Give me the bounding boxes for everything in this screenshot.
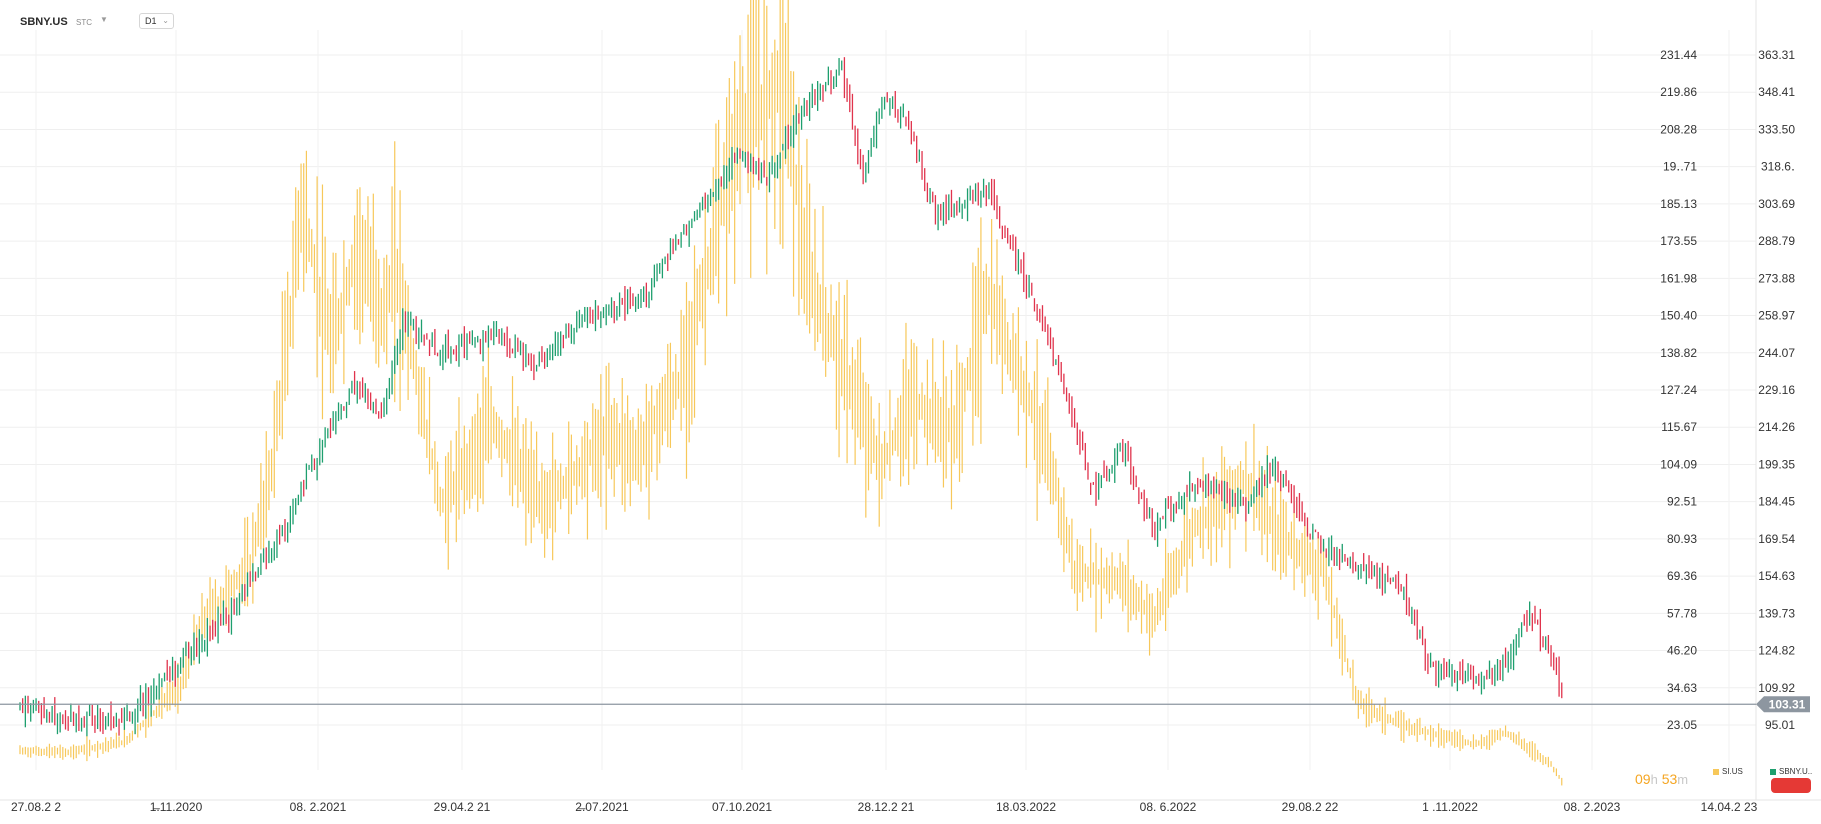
- y-tick-label-right: 95.01: [1765, 718, 1795, 732]
- legend-item-sbny[interactable]: SBNY.U..: [1770, 767, 1812, 776]
- x-tick-label: 28.12.2 21: [858, 800, 915, 814]
- timer-hours: 09: [1635, 771, 1651, 787]
- y-tick-label-right: 214.26: [1758, 420, 1795, 434]
- x-tick-label: 07.10.2021: [712, 800, 772, 814]
- chevron-down-icon: ⌄: [162, 16, 169, 25]
- x-tick-label: 1 .11.2022: [1422, 800, 1478, 814]
- y-tick-label-left: 115.67: [1661, 420, 1697, 434]
- y-tick-label-right: 139.73: [1758, 606, 1795, 620]
- x-tick-label: 29.08.2 22: [1282, 800, 1339, 814]
- y-tick-label-right: 318.6․: [1761, 160, 1795, 174]
- x-tick-label: 2̶.07.2021: [575, 800, 629, 814]
- y-tick-label-left: 161.98: [1660, 271, 1697, 285]
- y-tick-label-right: 363.31: [1758, 48, 1795, 62]
- timeframe-value: D1: [145, 16, 157, 26]
- y-tick-label-left: 173.55: [1660, 234, 1697, 248]
- exchange-label: STC: [76, 18, 92, 27]
- y-tick-label-right: 244.07: [1758, 346, 1795, 360]
- y-tick-label-right: 303.69: [1758, 197, 1795, 211]
- x-tick-label: 08. 2.2021: [290, 800, 347, 814]
- x-tick-label: 18.03.2022: [996, 800, 1056, 814]
- timer-minutes-unit: m: [1677, 772, 1689, 787]
- y-tick-label-right: 258.97: [1758, 309, 1795, 323]
- y-tick-label-left: 219.86: [1660, 85, 1697, 99]
- y-tick-label-left: 208.28: [1660, 122, 1697, 136]
- y-tick-label-right: 154.63: [1758, 569, 1795, 583]
- current-price-marker: [1756, 696, 1810, 713]
- legend-label-si: SI.US: [1722, 767, 1743, 776]
- y-tick-label-left: 185.13: [1660, 197, 1697, 211]
- x-tick-label: 14.04.2 23: [1701, 800, 1758, 814]
- x-tick-label: 08. 2.2023: [1564, 800, 1621, 814]
- y-tick-label-right: 124.82: [1758, 644, 1795, 658]
- legend-item-si[interactable]: SI.US: [1713, 767, 1743, 776]
- y-tick-label-right: 229.16: [1758, 383, 1795, 397]
- y-tick-label-left: 19․.71: [1663, 160, 1697, 174]
- legend-swatch: [1713, 768, 1719, 775]
- y-tick-label-right: 184.45: [1758, 495, 1795, 509]
- y-tick-label-left: 138.82: [1660, 346, 1697, 360]
- alert-button[interactable]: [1771, 778, 1811, 793]
- y-tick-label-right: 348.41: [1758, 85, 1795, 99]
- y-tick-label-right: 333.50: [1758, 122, 1795, 136]
- y-tick-label-left: 69.36: [1667, 569, 1697, 583]
- y-tick-label-left: 23.05: [1667, 718, 1697, 732]
- y-tick-label-right: 169.54: [1758, 532, 1795, 546]
- current-price-label: 103.31: [1769, 697, 1806, 711]
- y-tick-label-left: 80.93: [1667, 532, 1697, 546]
- legend-label-sbny: SBNY.U..: [1779, 767, 1813, 776]
- y-tick-label-left: 150.40: [1660, 309, 1697, 323]
- x-tick-label: 27.08.2 2: [11, 800, 61, 814]
- y-tick-label-left: 104.09: [1660, 457, 1697, 471]
- chevron-down-icon[interactable]: ▼: [100, 15, 108, 24]
- y-tick-label-left: 34.63: [1667, 681, 1697, 695]
- timer-minutes: 53: [1661, 771, 1678, 787]
- y-tick-label-left: 127.24: [1660, 383, 1697, 397]
- chart-toolbar: SBNY.US STC ▼ D1 ⌄: [0, 0, 400, 40]
- x-tick-label: 1̶.11.2020: [150, 800, 203, 814]
- y-tick-label-left: 57.78: [1667, 606, 1697, 620]
- symbol-label[interactable]: SBNY.US: [20, 16, 68, 28]
- x-tick-label: 29.04.2 21: [434, 800, 491, 814]
- y-tick-label-left: 46.20: [1667, 644, 1697, 658]
- y-tick-label-right: 288.79: [1758, 234, 1795, 248]
- bar-countdown-timer: 09h 53m: [1635, 771, 1688, 787]
- timeframe-select[interactable]: D1 ⌄: [139, 13, 174, 29]
- y-tick-label-right: 109.92: [1758, 681, 1795, 695]
- legend-swatch: [1770, 768, 1776, 775]
- timer-hours-unit: h: [1650, 772, 1658, 787]
- y-tick-label-left: 231.44: [1660, 48, 1697, 62]
- x-tick-label: 08. 6.2022: [1140, 800, 1197, 814]
- y-tick-label-left: 92.51: [1667, 495, 1697, 509]
- y-tick-label-right: 273.88: [1758, 271, 1795, 285]
- y-tick-label-right: 199.35: [1758, 457, 1795, 471]
